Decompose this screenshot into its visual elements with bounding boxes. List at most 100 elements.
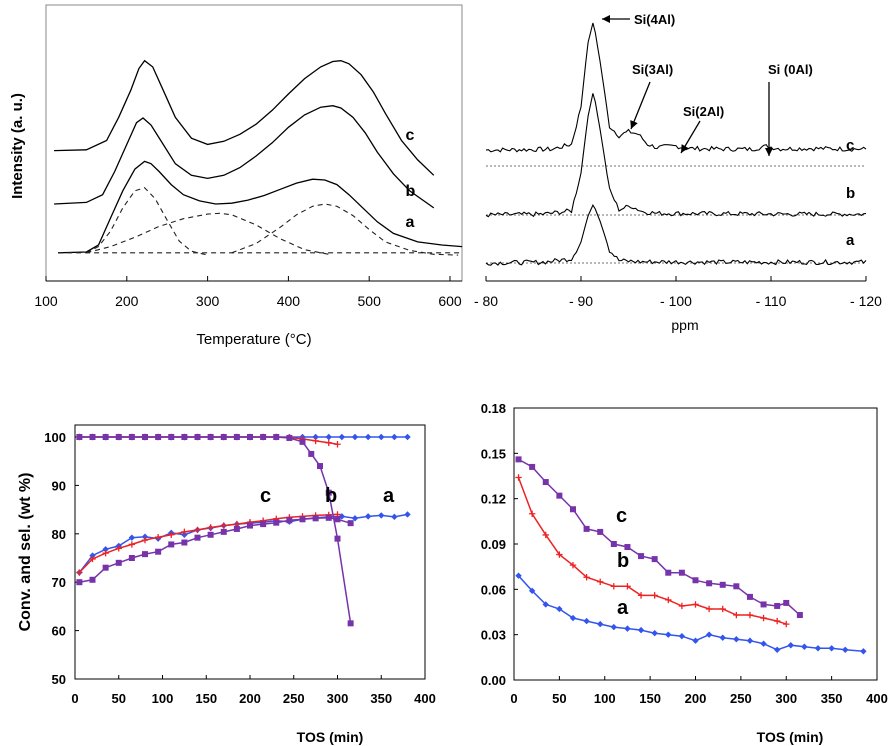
panel4-x-title: TOS (min) [757,729,824,745]
panel3-point-b [220,522,227,529]
panel3-point-c [207,434,214,440]
panel3-point-c [325,514,332,521]
panel1-label-a: a [406,214,415,231]
panel3-point-c [299,516,306,523]
panel4-point-b [719,605,726,613]
panel4-point-c [746,593,753,600]
panel3-point-b [334,441,341,448]
panel3-y-tick-label: 80 [52,527,66,542]
panel4-point-b [569,561,577,569]
panel3-x-title: TOS (min) [297,729,364,745]
panel3-point-a [391,513,398,521]
panel4-x-tick-label: 250 [730,691,752,706]
panel4-point-c [796,612,803,619]
panel3-point-c [334,516,341,523]
panel3-point-c [194,534,201,541]
panel4-y-tick-label: 0.03 [481,628,506,643]
panel4-lines [515,456,867,655]
panel1-lines [54,59,463,256]
panel3-point-c [155,434,162,440]
panel3-point-a [141,533,149,540]
panel3-point-a [325,433,332,441]
panel1-series-a [58,160,463,254]
panel3-point-c [299,438,306,445]
panel4-point-b [610,583,618,590]
panel4-point-c [678,569,685,576]
panel3-point-b [141,536,149,544]
panel1-x-title: Temperature (°C) [196,331,311,348]
panel4-point-a [828,645,835,652]
panel4-x-tick-label: 150 [639,691,661,706]
panel3-y-tick-label: 60 [52,624,66,639]
panel4-point-a [719,634,726,641]
panel4-point-a [651,629,658,637]
panel4-y-tick-label: 0.15 [481,446,506,461]
panel4-point-b [678,602,686,610]
panel2-annotations: Si(4Al) Si(3Al) Si(2Al) Si (0Al) [602,12,813,156]
panel3-point-c [347,520,354,527]
panel1-series-fit3 [231,203,459,256]
panel4-point-b [773,617,781,625]
panel3-point-c [102,564,109,571]
panel3-point-c [181,434,188,440]
panel1-series-labels: c ba [406,127,416,231]
panel4-series-labels: c b a [616,505,629,619]
panel3-point-b [76,569,83,576]
panel3-point-a [391,433,398,441]
panel3-point-b [168,531,175,538]
panel3-point-a [364,433,372,441]
panel3-point-a [351,515,359,522]
panel3-point-c [260,521,267,528]
panel4-point-c [569,506,576,513]
panel4-x-tick-label: 350 [821,691,843,706]
panel4-point-a [583,617,590,625]
panel4-point-c [556,492,563,499]
panel2-annotation: Si(4Al) [634,12,675,27]
panel1-series-fit1 [86,187,208,256]
panel3-x-tick-label: 100 [152,691,174,706]
panel3-point-c [128,434,135,440]
panel4-point-a [597,620,604,628]
panel4-point-b [583,574,590,581]
panel3-point-a [404,511,411,518]
panel3-point-c [260,434,267,440]
panel3-point-c [286,517,293,524]
panel2-spectrum-b [485,93,867,218]
panel4-point-a [746,637,754,644]
panel3-point-c [312,515,319,522]
panel3-point-a [312,433,319,441]
panel4-point-c [665,569,672,576]
panel3-point-c [115,559,122,566]
panel3-point-a [128,534,136,541]
panel3-point-c [181,539,188,546]
panel3-point-c [155,548,162,555]
panel3-y-tick-label: 70 [52,575,66,590]
panel4-y-tick-label: 0.00 [481,673,506,688]
panel4-y-tick-label: 0.06 [481,582,506,597]
panel4-point-a [842,646,849,653]
panel3-x-tick-label: 200 [239,691,261,706]
panel3-point-c [76,434,83,440]
panel2-ticks: - 80 - 90 - 100 - 110 - 120 [474,276,882,309]
panel4-x-tick-label: 300 [775,691,797,706]
panel3-point-c [142,434,148,440]
panel3-point-c [89,576,96,583]
panel4-point-a [515,572,522,579]
panel3-point-c [325,489,332,496]
panel4-label-b: b [617,550,629,572]
panel3-point-b [207,524,214,531]
panel4-point-b [783,620,790,628]
panel4-point-b [692,601,699,608]
panel3-point-b [102,549,109,557]
panel2-annotation: Si(3Al) [632,62,673,77]
panel3-point-c [220,528,227,535]
panel1-ticks: 100 200 300 400 500 600 [34,276,462,309]
panel3-point-b [89,555,96,563]
panel4-point-a [624,625,631,632]
panel3-x-tick-label: 350 [370,691,392,706]
panel4-line-b [517,477,787,625]
panel2-annotation: Si(2Al) [683,104,724,119]
panel2-arrow-head [681,144,689,153]
panel4-point-c [583,525,590,532]
